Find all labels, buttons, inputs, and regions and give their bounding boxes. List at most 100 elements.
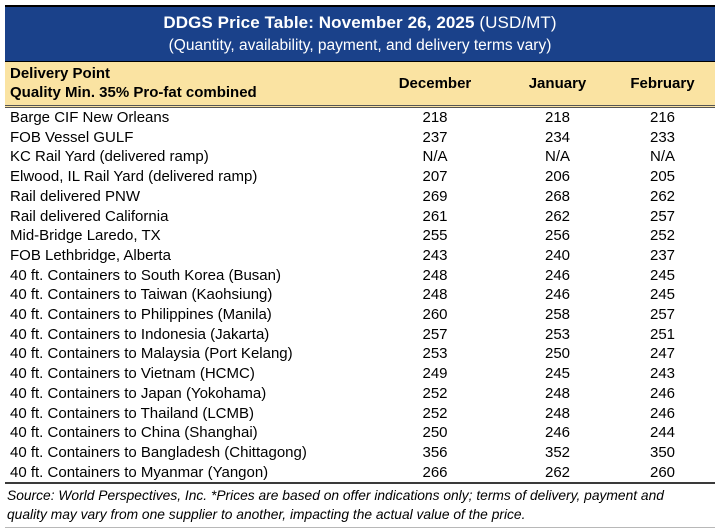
table-title-unit: (USD/MT) bbox=[474, 13, 557, 32]
price-cell-january: 234 bbox=[505, 127, 610, 148]
price-cell-february: 350 bbox=[610, 442, 715, 463]
delivery-point-header-line2: Quality Min. 35% Pro-fat combined bbox=[10, 84, 257, 101]
price-cell-january: 262 bbox=[505, 206, 610, 227]
price-cell-february: 247 bbox=[610, 344, 715, 365]
price-cell-february: 205 bbox=[610, 167, 715, 187]
price-cell-december: 237 bbox=[365, 127, 505, 148]
price-cell-december: 255 bbox=[365, 226, 505, 246]
table-row: 40 ft. Containers to China (Shanghai) 250… bbox=[5, 423, 715, 443]
table-row: FOB Vessel GULF 237 234 233 bbox=[5, 127, 715, 148]
column-header-january: January bbox=[505, 62, 610, 108]
column-header-row: Delivery Point Quality Min. 35% Pro-fat … bbox=[5, 62, 715, 108]
price-table-card: DDGS Price Table: November 26, 2025 (USD… bbox=[5, 5, 715, 529]
delivery-point-cell: FOB Vessel GULF bbox=[5, 127, 365, 148]
price-cell-december: 269 bbox=[365, 186, 505, 207]
price-cell-february: 245 bbox=[610, 265, 715, 286]
price-cell-january: 253 bbox=[505, 324, 610, 345]
price-cell-january: 218 bbox=[505, 106, 610, 128]
price-cell-february: 243 bbox=[610, 364, 715, 384]
table-title-text: DDGS Price Table: November 26, 2025 bbox=[163, 13, 475, 32]
table-row: 40 ft. Containers to Malaysia (Port Kela… bbox=[5, 344, 715, 365]
price-cell-february: 260 bbox=[610, 462, 715, 483]
price-table: Delivery Point Quality Min. 35% Pro-fat … bbox=[5, 62, 715, 483]
price-table-body: Barge CIF New Orleans 218 218 216 FOB Vessel… bbox=[5, 106, 715, 483]
column-header-february: February bbox=[610, 62, 715, 108]
price-cell-january: 352 bbox=[505, 442, 610, 463]
price-cell-february: 246 bbox=[610, 403, 715, 424]
table-row: 40 ft. Containers to South Korea (Busan)… bbox=[5, 265, 715, 286]
price-cell-december: 248 bbox=[365, 285, 505, 306]
price-cell-february: 246 bbox=[610, 383, 715, 404]
source-note-line2: quality may vary from one supplier to an… bbox=[7, 507, 526, 523]
delivery-point-cell: 40 ft. Containers to Myanmar (Yangon) bbox=[5, 462, 365, 483]
price-cell-december: 252 bbox=[365, 383, 505, 404]
table-row: Mid-Bridge Laredo, TX 255 256 252 bbox=[5, 226, 715, 246]
table-row: FOB Lethbridge, Alberta 243 240 237 bbox=[5, 245, 715, 266]
delivery-point-cell: 40 ft. Containers to South Korea (Busan) bbox=[5, 265, 365, 286]
price-cell-february: 244 bbox=[610, 423, 715, 443]
table-title: DDGS Price Table: November 26, 2025 (USD… bbox=[5, 11, 715, 35]
source-note-line1: Source: World Perspectives, Inc. *Prices… bbox=[7, 488, 664, 504]
price-cell-december: 249 bbox=[365, 364, 505, 384]
delivery-point-cell: FOB Lethbridge, Alberta bbox=[5, 245, 365, 266]
title-bar: DDGS Price Table: November 26, 2025 (USD… bbox=[5, 7, 715, 62]
price-cell-january: 258 bbox=[505, 305, 610, 325]
price-cell-december: N/A bbox=[365, 147, 505, 168]
price-cell-february: 233 bbox=[610, 127, 715, 148]
price-cell-december: 261 bbox=[365, 206, 505, 227]
price-cell-february: 257 bbox=[610, 206, 715, 227]
price-cell-december: 218 bbox=[365, 106, 505, 128]
price-cell-january: 206 bbox=[505, 167, 610, 187]
delivery-point-cell: 40 ft. Containers to Malaysia (Port Kela… bbox=[5, 344, 365, 365]
delivery-point-cell: 40 ft. Containers to Thailand (LCMB) bbox=[5, 403, 365, 424]
delivery-point-cell: Mid-Bridge Laredo, TX bbox=[5, 226, 365, 246]
delivery-point-cell: 40 ft. Containers to Taiwan (Kaohsiung) bbox=[5, 285, 365, 306]
delivery-point-cell: 40 ft. Containers to Indonesia (Jakarta) bbox=[5, 324, 365, 345]
price-cell-february: 257 bbox=[610, 305, 715, 325]
price-cell-february: 252 bbox=[610, 226, 715, 246]
price-cell-december: 252 bbox=[365, 403, 505, 424]
price-cell-january: 246 bbox=[505, 285, 610, 306]
column-header-december: December bbox=[365, 62, 505, 108]
table-row: KC Rail Yard (delivered ramp) N/A N/A N/A bbox=[5, 147, 715, 168]
price-cell-january: 246 bbox=[505, 265, 610, 286]
price-cell-january: 240 bbox=[505, 245, 610, 266]
price-cell-december: 257 bbox=[365, 324, 505, 345]
table-row: Elwood, IL Rail Yard (delivered ramp) 207… bbox=[5, 167, 715, 187]
table-row: Rail delivered California 261 262 257 bbox=[5, 206, 715, 227]
price-cell-january: 262 bbox=[505, 462, 610, 483]
price-cell-january: 245 bbox=[505, 364, 610, 384]
source-note: Source: World Perspectives, Inc. *Prices… bbox=[5, 482, 715, 529]
price-cell-december: 207 bbox=[365, 167, 505, 187]
delivery-point-cell: Elwood, IL Rail Yard (delivered ramp) bbox=[5, 167, 365, 187]
delivery-point-cell: Barge CIF New Orleans bbox=[5, 106, 365, 128]
price-cell-february: 237 bbox=[610, 245, 715, 266]
price-cell-february: 251 bbox=[610, 324, 715, 345]
price-cell-december: 266 bbox=[365, 462, 505, 483]
price-cell-december: 250 bbox=[365, 423, 505, 443]
delivery-point-cell: 40 ft. Containers to Philippines (Manila… bbox=[5, 305, 365, 325]
price-cell-january: 250 bbox=[505, 344, 610, 365]
table-row: 40 ft. Containers to Japan (Yokohama) 252… bbox=[5, 383, 715, 404]
delivery-point-cell: 40 ft. Containers to Japan (Yokohama) bbox=[5, 383, 365, 404]
table-subtitle: (Quantity, availability, payment, and de… bbox=[168, 37, 552, 54]
price-cell-december: 243 bbox=[365, 245, 505, 266]
table-row: 40 ft. Containers to Indonesia (Jakarta)… bbox=[5, 324, 715, 345]
price-cell-january: 256 bbox=[505, 226, 610, 246]
price-cell-february: 262 bbox=[610, 186, 715, 207]
price-cell-december: 248 bbox=[365, 265, 505, 286]
table-row: 40 ft. Containers to Vietnam (HCMC) 249 24… bbox=[5, 364, 715, 384]
delivery-point-cell: 40 ft. Containers to Vietnam (HCMC) bbox=[5, 364, 365, 384]
delivery-point-header: Delivery Point Quality Min. 35% Pro-fat … bbox=[5, 62, 365, 108]
price-cell-january: 246 bbox=[505, 423, 610, 443]
price-cell-february: 245 bbox=[610, 285, 715, 306]
delivery-point-cell: 40 ft. Containers to China (Shanghai) bbox=[5, 423, 365, 443]
price-cell-december: 356 bbox=[365, 442, 505, 463]
table-row: Rail delivered PNW 269 268 262 bbox=[5, 186, 715, 207]
price-cell-january: 268 bbox=[505, 186, 610, 207]
price-cell-december: 260 bbox=[365, 305, 505, 325]
price-cell-february: N/A bbox=[610, 147, 715, 168]
delivery-point-cell: Rail delivered California bbox=[5, 206, 365, 227]
delivery-point-cell: Rail delivered PNW bbox=[5, 186, 365, 207]
